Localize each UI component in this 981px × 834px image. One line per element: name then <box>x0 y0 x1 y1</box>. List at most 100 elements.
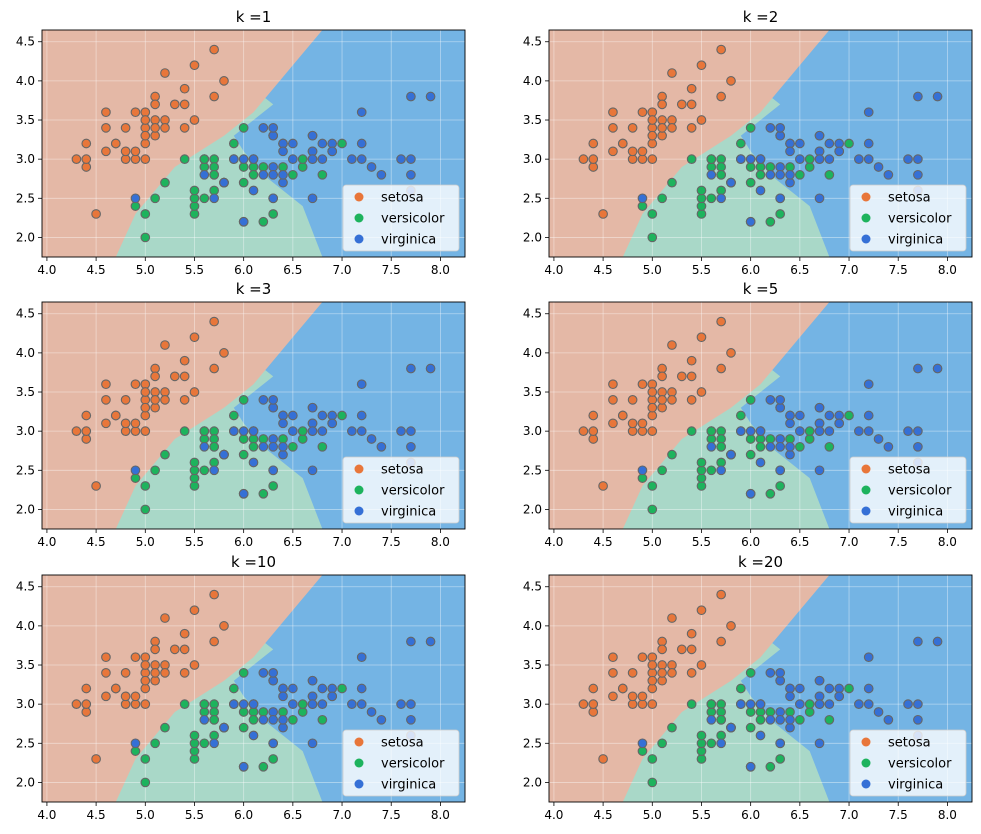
point-virginica <box>287 410 298 421</box>
point-versicolor <box>140 754 151 764</box>
point-virginica <box>268 714 279 725</box>
point-setosa <box>91 481 101 491</box>
point-versicolor <box>238 122 249 133</box>
point-virginica <box>775 394 786 405</box>
point-virginica <box>755 457 766 468</box>
axes-frame <box>41 301 466 530</box>
point-setosa <box>189 605 200 616</box>
point-versicolor <box>716 714 727 725</box>
point-virginica <box>932 363 943 374</box>
point-setosa <box>101 122 111 133</box>
point-versicolor <box>238 177 249 188</box>
legend-label-virginica: virginica <box>381 233 436 248</box>
point-virginica <box>913 426 923 437</box>
region-setosa <box>42 575 323 802</box>
point-versicolor <box>696 457 707 468</box>
point-virginica <box>287 699 298 710</box>
x-tick-label: 6.0 <box>234 535 253 549</box>
point-virginica <box>258 169 269 180</box>
point-setosa <box>169 371 180 382</box>
x-tick-label: 5.0 <box>136 535 155 549</box>
point-setosa <box>686 371 697 382</box>
point-setosa <box>716 363 727 374</box>
point-versicolor <box>844 683 854 694</box>
point-virginica <box>726 177 736 188</box>
point-setosa <box>637 652 648 663</box>
point-versicolor <box>140 777 151 788</box>
y-tick-label: 4.5 <box>16 580 35 594</box>
point-virginica <box>307 738 318 749</box>
legend-label-versicolor: versicolor <box>888 212 952 227</box>
x-tick-label: 5.5 <box>692 535 711 549</box>
x-tick-label: 7.0 <box>839 535 858 549</box>
x-tick-label: 4.0 <box>37 263 56 277</box>
point-versicolor <box>258 761 269 772</box>
x-tick-label: 6.0 <box>234 263 253 277</box>
point-virginica <box>913 91 923 102</box>
point-setosa <box>726 348 736 358</box>
point-setosa <box>101 394 111 405</box>
point-versicolor <box>686 154 697 165</box>
chart-title: k =20 <box>738 553 783 571</box>
x-tick-label: 5.5 <box>692 808 711 822</box>
point-virginica <box>726 722 736 733</box>
legend-box <box>342 729 460 797</box>
point-virginica <box>268 394 279 405</box>
point-setosa <box>608 652 618 663</box>
point-setosa <box>696 660 707 670</box>
point-virginica <box>775 169 786 180</box>
point-virginica <box>317 683 328 694</box>
point-versicolor <box>745 722 756 733</box>
point-virginica <box>903 699 913 710</box>
point-setosa <box>71 699 82 710</box>
y-tick-label: 4.0 <box>523 74 542 88</box>
legend-box <box>849 184 967 252</box>
point-virginica <box>873 434 884 444</box>
point-setosa <box>667 613 677 623</box>
point-versicolor <box>765 216 776 227</box>
point-setosa <box>101 379 111 390</box>
x-tick-label: 6.5 <box>790 263 809 277</box>
point-virginica <box>785 418 795 429</box>
point-versicolor <box>199 154 210 165</box>
point-virginica <box>238 761 249 772</box>
point-versicolor <box>337 138 347 149</box>
point-virginica <box>248 185 259 196</box>
point-virginica <box>814 193 825 204</box>
x-tick-label: 8.0 <box>431 535 450 549</box>
point-virginica <box>258 122 269 133</box>
point-virginica <box>366 434 377 444</box>
point-versicolor <box>150 738 160 749</box>
chart-title: k =5 <box>743 280 779 298</box>
point-versicolor <box>140 504 151 515</box>
point-virginica <box>755 185 766 196</box>
point-versicolor <box>238 394 249 405</box>
point-virginica <box>794 426 805 437</box>
point-setosa <box>696 605 707 616</box>
point-versicolor <box>199 193 210 204</box>
point-versicolor <box>287 441 298 452</box>
legend-marker-virginica <box>861 779 871 789</box>
y-tick-label: 3.5 <box>523 658 542 672</box>
point-setosa <box>219 621 229 631</box>
y-tick-label: 3.5 <box>523 385 542 399</box>
point-virginica <box>317 154 328 165</box>
point-virginica <box>765 394 776 405</box>
point-versicolor <box>647 504 658 515</box>
point-virginica <box>863 154 874 165</box>
x-tick-label: 7.0 <box>332 535 351 549</box>
point-versicolor <box>745 667 756 678</box>
point-virginica <box>745 699 756 710</box>
point-setosa <box>179 83 190 94</box>
point-setosa <box>637 107 648 118</box>
x-tick-label: 5.0 <box>136 808 155 822</box>
y-tick-label: 3.5 <box>16 385 35 399</box>
x-tick-label: 8.0 <box>938 535 957 549</box>
legend-label-virginica: virginica <box>888 505 943 520</box>
legend-label-setosa: setosa <box>888 736 931 751</box>
point-versicolor <box>238 667 249 678</box>
point-virginica <box>307 130 318 141</box>
point-versicolor <box>317 441 328 452</box>
point-virginica <box>854 699 864 710</box>
point-virginica <box>765 441 776 452</box>
